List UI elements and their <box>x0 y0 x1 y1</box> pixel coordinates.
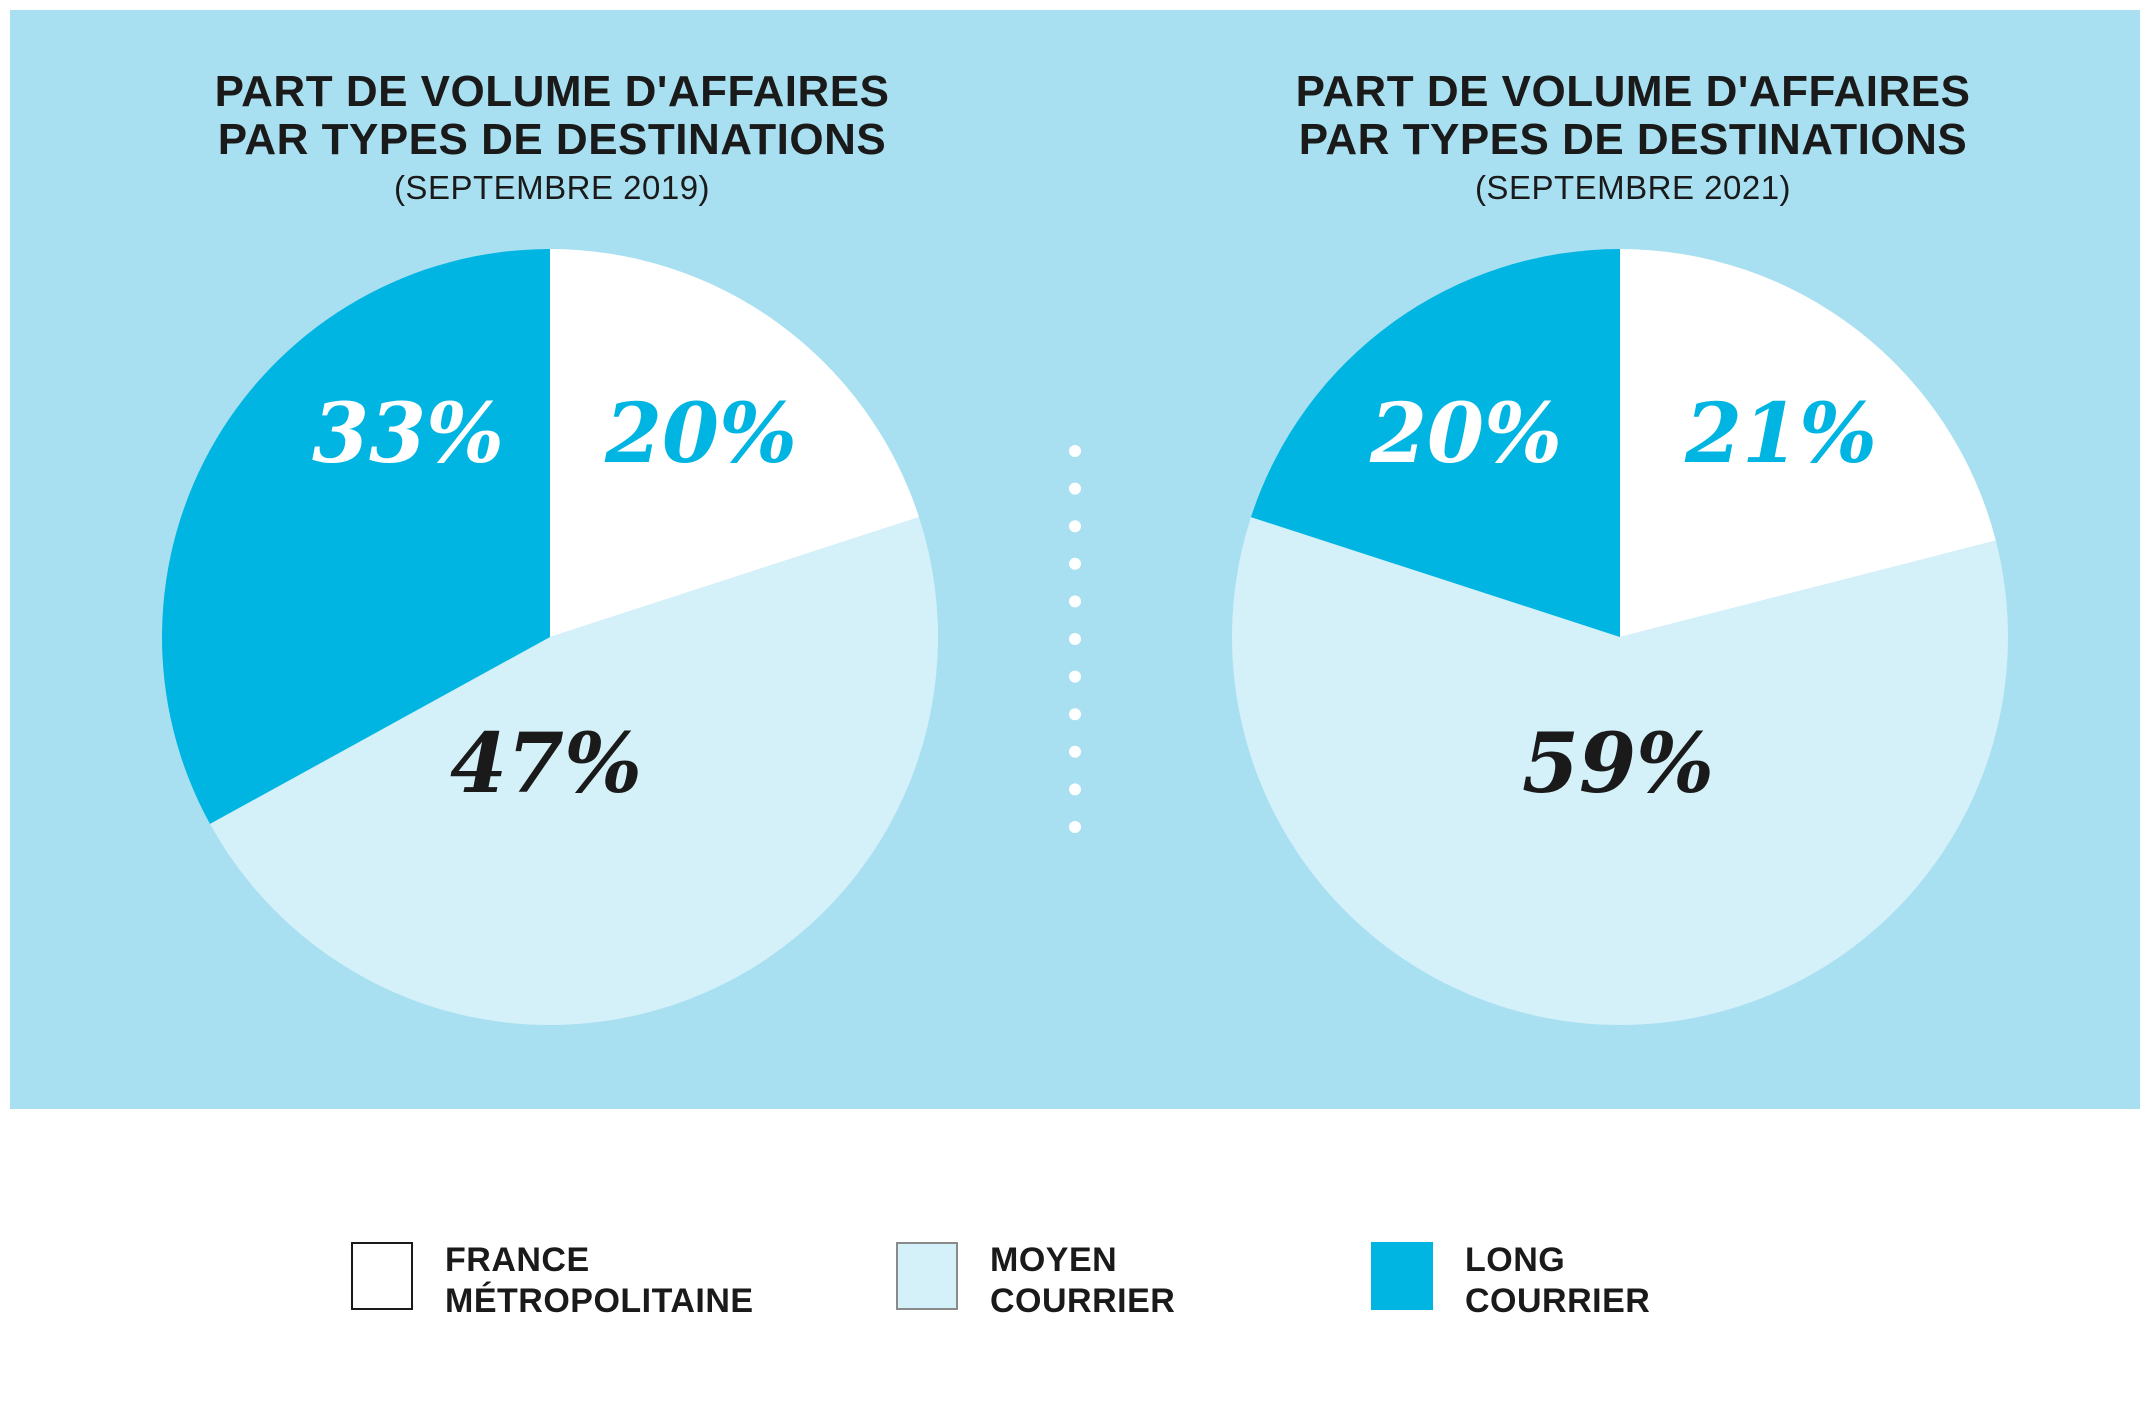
chart-subtitle: (SEPTEMBRE 2019) <box>393 169 711 206</box>
legend-swatch-long <box>1371 1242 1433 1310</box>
pie-slice-france <box>550 249 920 637</box>
chart-title-line1: PART DE VOLUME D'AFFAIRES <box>1295 67 1971 116</box>
legend-label-long: LONG COURRIER <box>1465 1241 1651 1320</box>
pie-slice-long <box>1250 249 1620 637</box>
pie-label-france: 20% <box>604 386 797 482</box>
pie-slice-moyen <box>209 517 939 1026</box>
separator-dot <box>1069 633 1081 645</box>
pie-chart-1: 21% 59% 20% <box>1231 249 2008 1026</box>
legend-label-moyen: MOYEN COURRIER <box>990 1241 1176 1320</box>
pie-label-moyen: 47% <box>450 716 642 812</box>
chart-title-line2: PAR TYPES DE DESTINATIONS <box>1298 115 1968 164</box>
legend-label-france: FRANCE MÉTROPOLITAINE <box>445 1241 754 1320</box>
chart-title-line1: PART DE VOLUME D'AFFAIRES <box>214 67 890 116</box>
chart-title-2021: PART DE VOLUME D'AFFAIRES PAR TYPES DE D… <box>1183 68 2083 210</box>
separator-dot <box>1069 520 1081 533</box>
pie-label-france: 21% <box>1684 386 1877 482</box>
separator-dot <box>1069 445 1081 457</box>
pie-label-moyen: 59% <box>1522 716 1714 812</box>
pie-chart-0: 20% 47% 33% <box>161 249 939 1026</box>
separator-dot <box>1069 595 1081 608</box>
separator-dot <box>1069 670 1081 683</box>
chart-title-2019: PART DE VOLUME D'AFFAIRES PAR TYPES DE D… <box>102 68 1002 210</box>
pie-slice-moyen <box>1231 517 2008 1026</box>
separator-dot <box>1069 783 1081 796</box>
legend-swatch-france <box>351 1242 413 1310</box>
pie-label-long: 33% <box>312 386 504 482</box>
separator-dot <box>1069 745 1081 758</box>
separator-dot <box>1069 482 1081 495</box>
legend-swatch-moyen <box>896 1242 958 1310</box>
pie-slice-long <box>161 249 550 824</box>
separator-dot <box>1069 557 1081 570</box>
chart-title-line2: PAR TYPES DE DESTINATIONS <box>217 115 887 164</box>
chart-subtitle: (SEPTEMBRE 2021) <box>1474 169 1792 206</box>
separator-dot <box>1069 821 1081 833</box>
pie-label-long: 20% <box>1369 386 1562 482</box>
separator-dot <box>1069 708 1081 721</box>
pie-slice-france <box>1620 249 1996 637</box>
